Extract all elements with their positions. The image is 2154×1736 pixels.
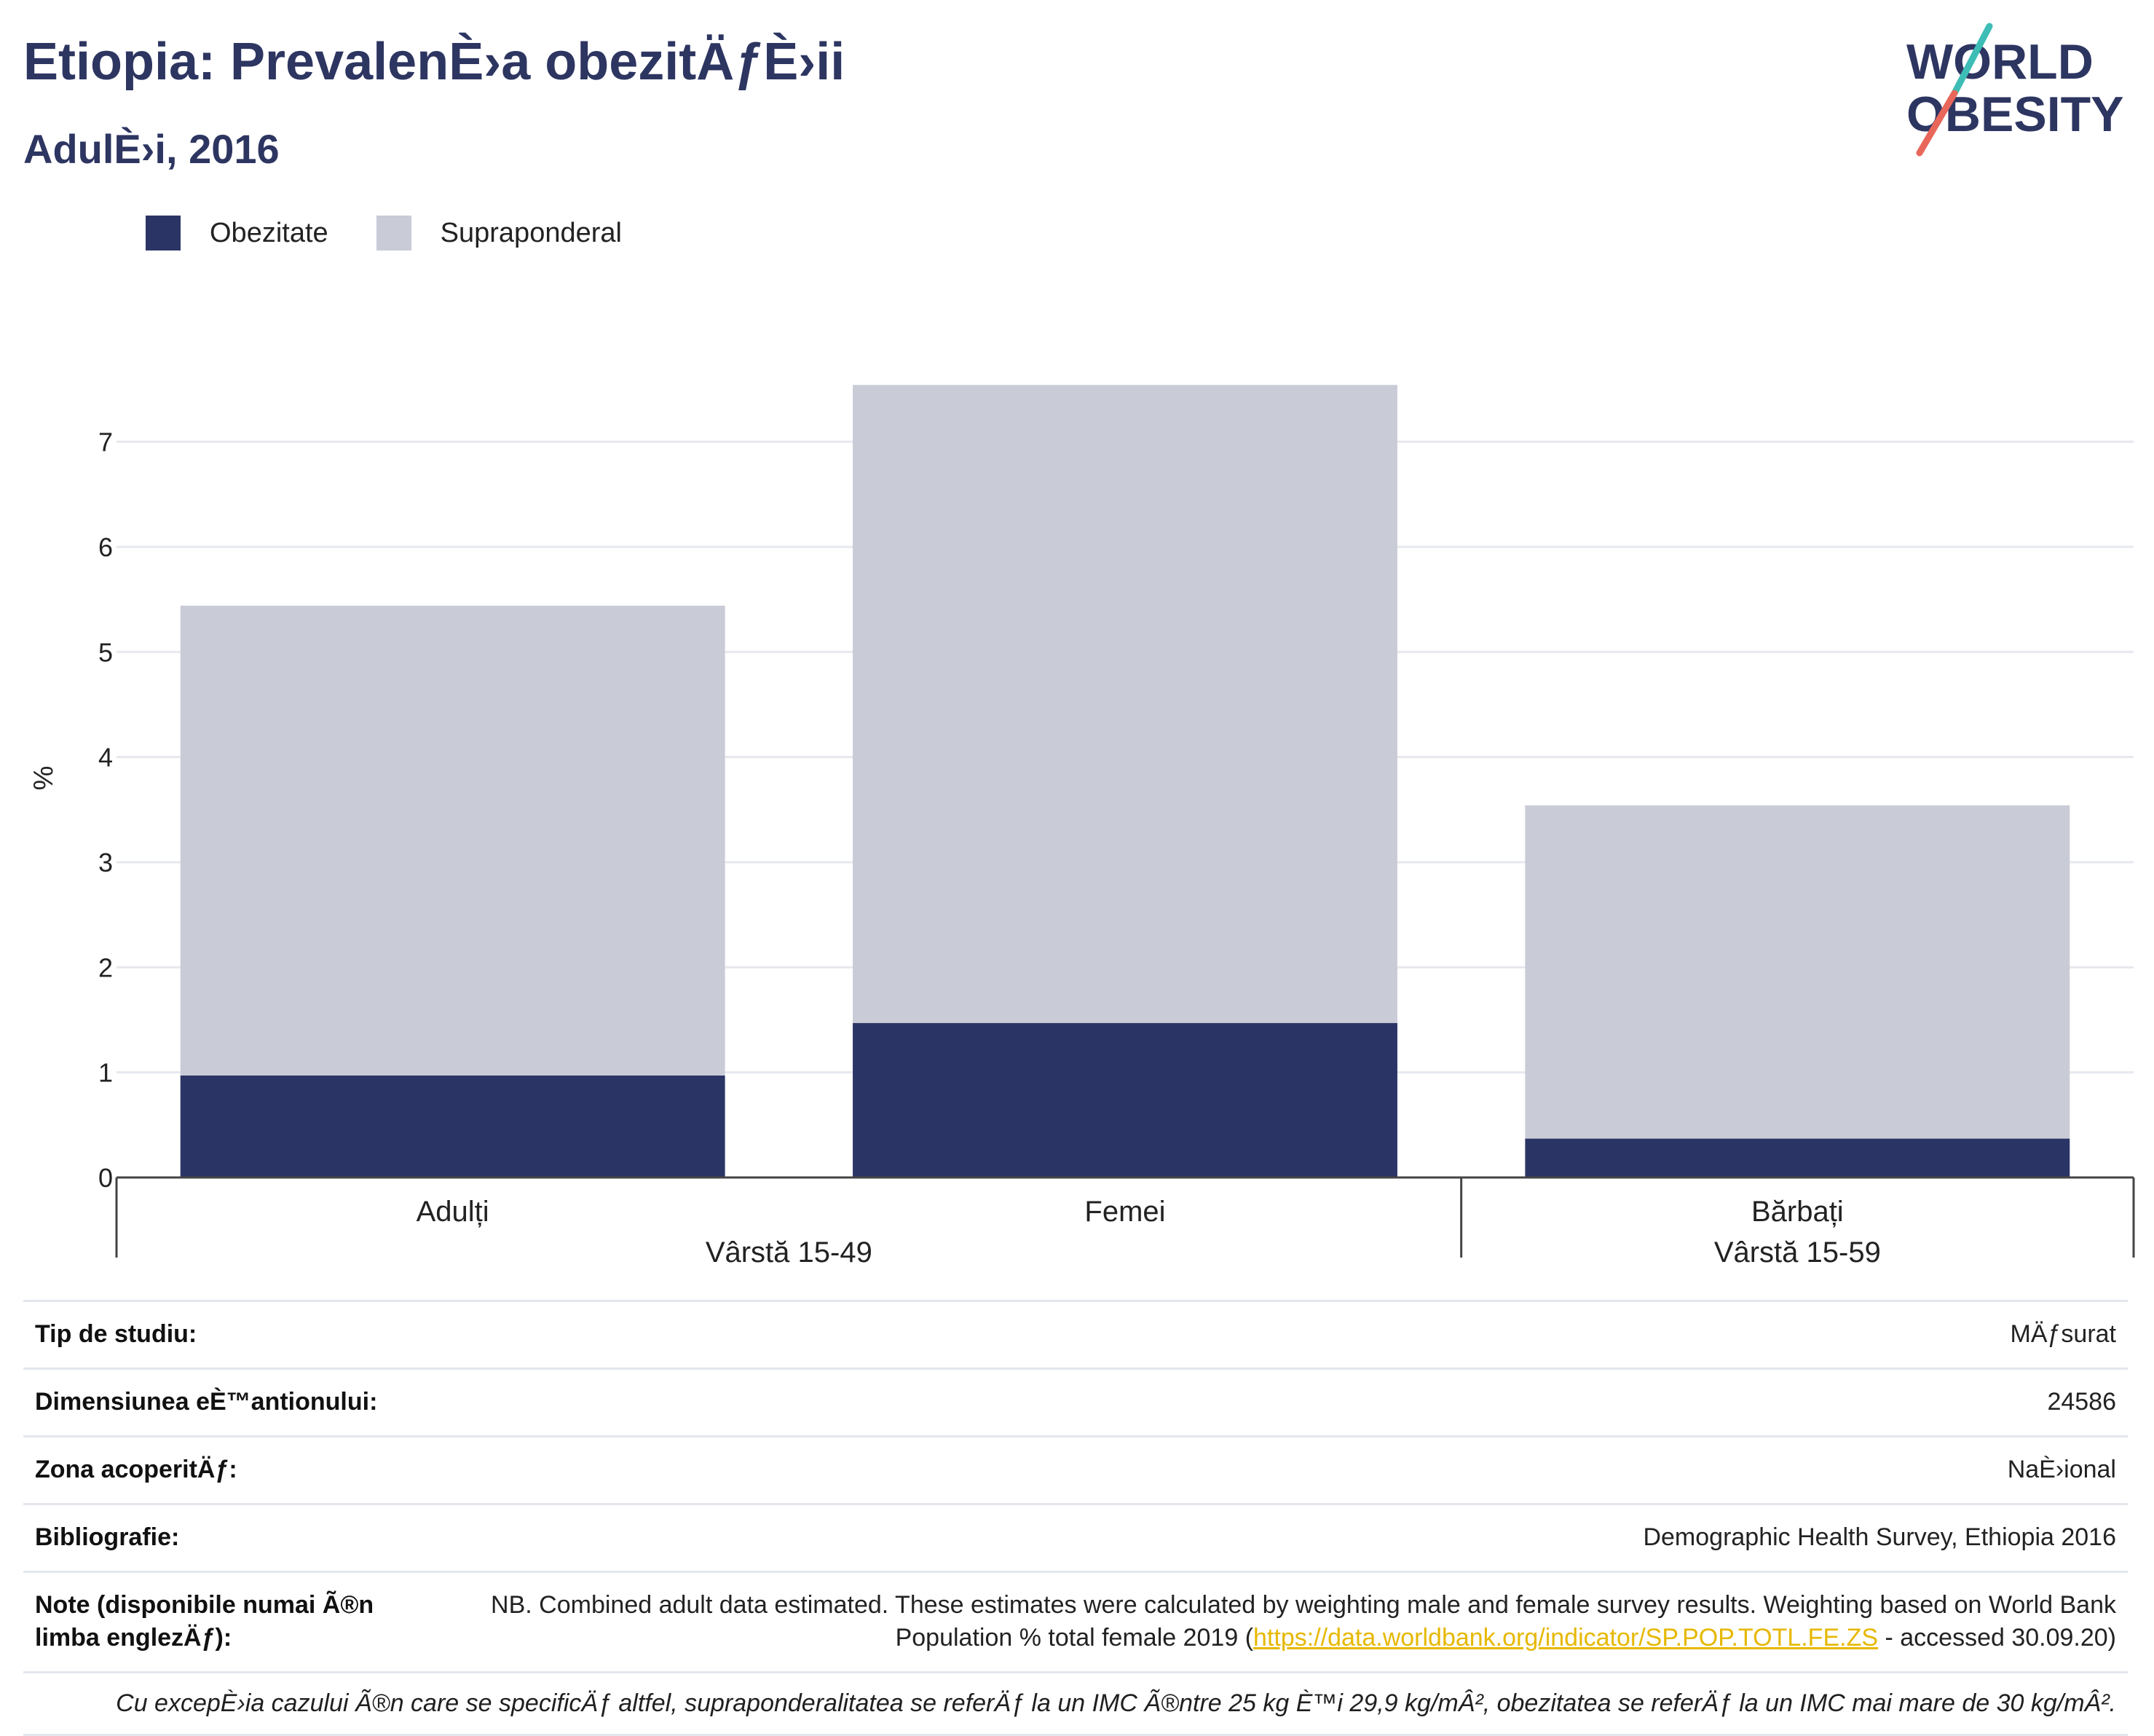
notes-text-before: NB. Combined adult data estimated. These… <box>491 1590 2116 1652</box>
info-row: Bibliografie: Demographic Health Survey,… <box>23 1502 2128 1572</box>
legend-label-overweight: Supraponderal <box>440 217 622 248</box>
y-tick-label: 1 <box>98 1058 113 1088</box>
y-tick-label: 0 <box>98 1163 113 1193</box>
info-label-bibliography: Bibliografie: <box>23 1502 411 1572</box>
y-tick-label: 2 <box>98 952 113 982</box>
y-tick-label: 4 <box>98 743 113 773</box>
legend-swatch-obesity <box>146 216 181 250</box>
x-category-label: Adulți <box>417 1196 489 1228</box>
x-category-label: Femei <box>1084 1196 1165 1228</box>
logo-line-1: WORLD <box>1906 34 2094 90</box>
chart-legend: Obezitate Supraponderal <box>146 216 670 250</box>
x-category-label: Bărbați <box>1751 1196 1844 1228</box>
study-info-table: Tip de studiu: MÄƒsurat Dimensiunea eÈ™a… <box>23 1300 2128 1736</box>
info-row: Tip de studiu: MÄƒsurat <box>23 1300 2128 1369</box>
bar-segment-obezitate <box>853 1022 1397 1177</box>
x-group-label: Vârstă 15-49 <box>706 1236 872 1269</box>
info-value-coverage: NaÈ›ional <box>411 1435 2128 1504</box>
definition-footnote: Cu excepÈ›ia cazului Ã®n care se specifi… <box>23 1671 2128 1736</box>
world-obesity-logo: WORLD OBESITY <box>1906 23 2124 157</box>
bar-segment-obezitate <box>180 1075 725 1177</box>
y-tick-label: 3 <box>98 848 113 877</box>
x-group-label: Vârstă 15-59 <box>1714 1236 1881 1269</box>
logo-slash-bottom <box>1916 90 1958 157</box>
info-row: Cu excepÈ›ia cazului Ã®n care se specifi… <box>23 1671 2128 1736</box>
info-label-study-type: Tip de studiu: <box>23 1300 411 1369</box>
info-label-notes: Note (disponibile numai Ã®n limba englez… <box>23 1570 411 1673</box>
info-value-bibliography: Demographic Health Survey, Ethiopia 2016 <box>411 1502 2128 1572</box>
bar-segment-supraponderal <box>853 384 1397 1023</box>
info-label-sample-size: Dimensiunea eÈ™antionului: <box>23 1367 411 1437</box>
legend-swatch-overweight <box>376 216 411 250</box>
info-row: Dimensiunea eÈ™antionului: 24586 <box>23 1367 2128 1437</box>
notes-text-after: - accessed 30.09.20) <box>1878 1624 2116 1652</box>
info-row: Note (disponibile numai Ã®n limba englez… <box>23 1570 2128 1673</box>
bar-segment-obezitate <box>1525 1138 2070 1177</box>
legend-label-obesity: Obezitate <box>210 217 328 248</box>
y-tick-label: 7 <box>98 427 113 457</box>
y-axis-label: % <box>28 766 59 791</box>
y-tick-label: 5 <box>98 637 113 667</box>
bar-chart: 0 1 2 3 4 5 6 7% Adulți Femei Bărbați Vârstă 15-49 V… <box>28 384 2135 1269</box>
chart-subtitle: AdulÈ›i, 2016 <box>23 126 280 172</box>
info-label-coverage: Zona acoperitÄƒ: <box>23 1435 411 1504</box>
bar-segment-supraponderal <box>1525 805 2070 1139</box>
info-value-notes: NB. Combined adult data estimated. These… <box>411 1570 2128 1673</box>
legend-item-obesity[interactable]: Obezitate <box>146 216 328 250</box>
y-tick-label: 6 <box>98 532 113 562</box>
legend-item-overweight[interactable]: Supraponderal <box>376 216 622 250</box>
bar-segment-supraponderal <box>180 605 725 1076</box>
info-row: Zona acoperitÄƒ: NaÈ›ional <box>23 1435 2128 1504</box>
info-value-study-type: MÄƒsurat <box>411 1300 2128 1369</box>
info-value-sample-size: 24586 <box>411 1367 2128 1437</box>
chart-title: Etiopia: PrevalenÈ›a obezitÄƒÈ›ii <box>23 33 845 91</box>
logo-slash-top <box>1951 23 1993 97</box>
notes-link[interactable]: https://data.worldbank.org/indicator/SP.… <box>1253 1624 1879 1652</box>
